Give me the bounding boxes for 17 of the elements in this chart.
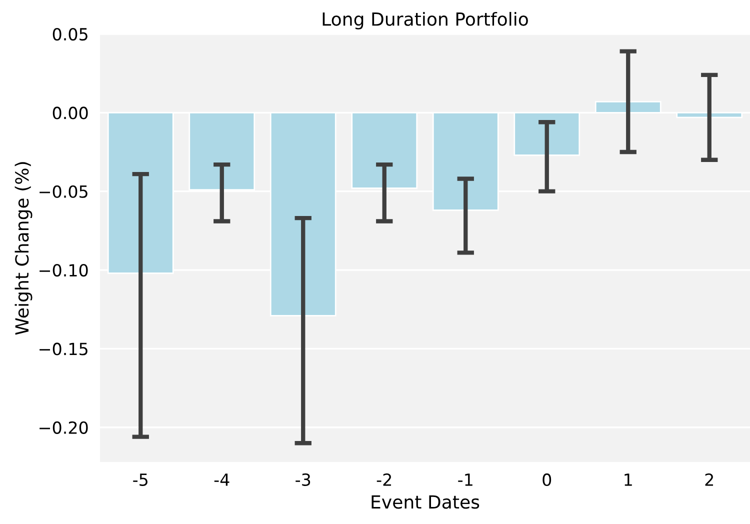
x-tick-label: -3 — [296, 473, 310, 486]
y-tick-label: −0.05 — [40, 185, 88, 198]
y-tick-label: 0.00 — [52, 106, 88, 120]
y-tick-label: −0.10 — [40, 264, 88, 277]
x-tick-label: -1 — [458, 474, 472, 486]
x-tick-label: -2 — [376, 473, 392, 486]
y-tick-label: 0.05 — [52, 28, 88, 41]
y-axis-title: Weight Change (%) — [14, 162, 32, 335]
y-tick-label: −0.20 — [40, 421, 88, 434]
x-tick-label: 0 — [542, 473, 552, 486]
y-tick-label: −0.15 — [40, 342, 88, 356]
x-tick-label: -5 — [133, 474, 148, 486]
x-tick-label: 2 — [705, 473, 714, 486]
x-tick-label: 1 — [624, 474, 632, 486]
x-axis-title: Event Dates — [372, 495, 480, 509]
chart-title: Long Duration Portfolio — [322, 12, 528, 30]
x-tick-label: -4 — [214, 474, 230, 486]
